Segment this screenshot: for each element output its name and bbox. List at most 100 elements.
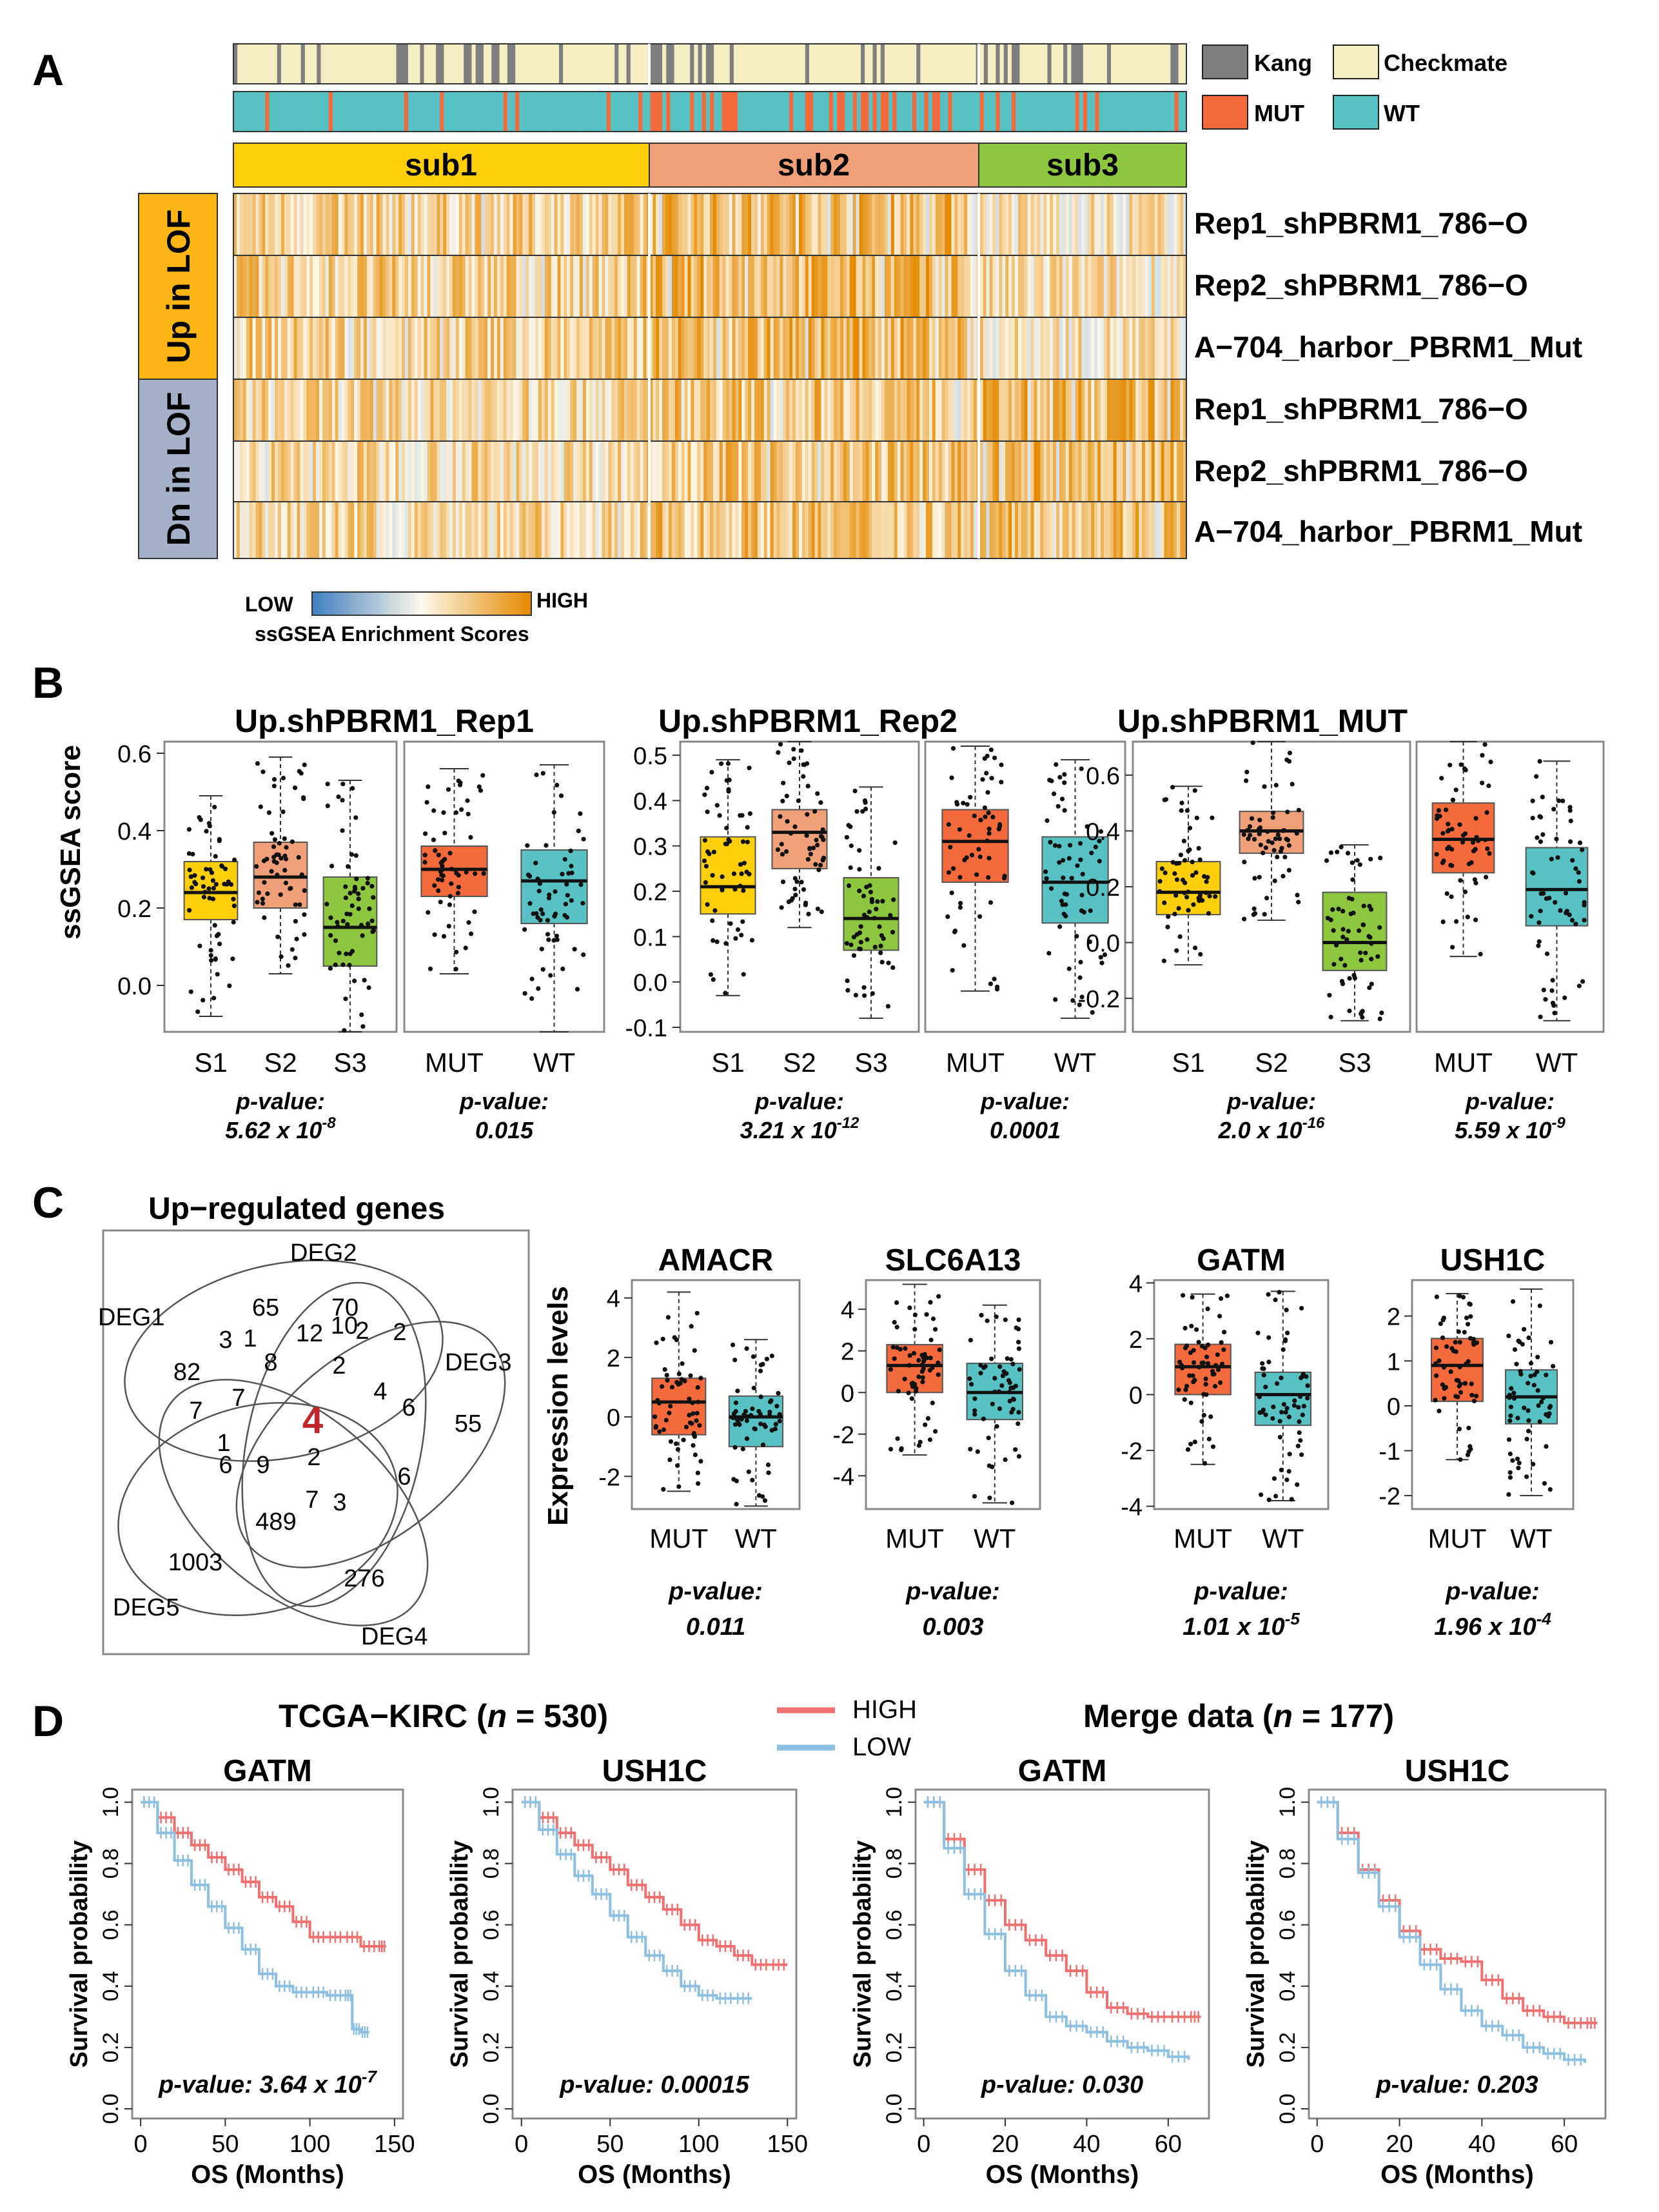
heatmap-cell bbox=[697, 317, 701, 379]
heatmap-cell bbox=[602, 502, 605, 558]
y-tick-label: 0.2 bbox=[479, 2032, 504, 2062]
heatmap-cell bbox=[776, 441, 780, 502]
mutation-cell bbox=[964, 92, 968, 132]
heatmap-cell bbox=[1081, 441, 1085, 502]
box-data-point bbox=[1369, 941, 1374, 946]
heatmap-cell bbox=[535, 193, 539, 255]
heatmap-cell bbox=[1091, 193, 1095, 255]
box-data-point bbox=[187, 908, 192, 913]
box-data-point bbox=[920, 1375, 925, 1380]
heatmap-cell bbox=[1097, 317, 1101, 379]
heatmap-cell bbox=[1078, 502, 1082, 558]
box-data-point bbox=[1454, 919, 1459, 924]
y-tick-label: 0 bbox=[1129, 1383, 1143, 1410]
heatmap-cell bbox=[745, 379, 749, 441]
box-data-point bbox=[480, 773, 486, 778]
heatmap-cell bbox=[1177, 193, 1181, 255]
heatmap-cell bbox=[348, 502, 351, 558]
mutation-cell bbox=[503, 92, 508, 132]
y-tick-label: 0.8 bbox=[99, 1848, 123, 1879]
heatmap-cell bbox=[567, 317, 571, 379]
box-iqr bbox=[420, 845, 488, 897]
box-data-point bbox=[1551, 1363, 1556, 1369]
box-data-point bbox=[266, 810, 271, 815]
box-data-point bbox=[694, 1410, 700, 1416]
heatmap-cell bbox=[580, 255, 584, 317]
box-data-point bbox=[282, 836, 287, 841]
heatmap-cell bbox=[1144, 317, 1149, 379]
heatmap-cell bbox=[360, 502, 364, 558]
heatmap-cell bbox=[379, 255, 384, 317]
heatmap-cell bbox=[484, 441, 488, 502]
mutation-cell bbox=[678, 92, 683, 132]
box-data-point bbox=[560, 871, 565, 876]
box-data-point bbox=[534, 772, 539, 778]
heatmap-cell bbox=[884, 193, 888, 255]
mutation-cell bbox=[471, 92, 476, 132]
box-data-point bbox=[796, 798, 801, 804]
heatmap-cell bbox=[894, 317, 898, 379]
box-data-point bbox=[655, 1397, 660, 1403]
box-data-point bbox=[907, 1353, 912, 1358]
heatmap-cell bbox=[760, 441, 765, 502]
cohort-cell bbox=[503, 44, 508, 84]
heatmap-cell bbox=[398, 502, 402, 558]
heatmap-cell bbox=[1005, 255, 1009, 317]
heatmap-cell bbox=[554, 255, 558, 317]
heatmap-cell bbox=[468, 441, 472, 502]
box-data-point bbox=[1271, 810, 1276, 815]
heatmap-cell bbox=[786, 379, 790, 441]
box-data-point bbox=[692, 1348, 697, 1353]
box-data-point bbox=[456, 885, 461, 890]
heatmap-cell bbox=[471, 317, 475, 379]
box-data-point bbox=[213, 882, 219, 887]
venn-count: 65 bbox=[252, 1294, 279, 1321]
box-data-point bbox=[275, 873, 280, 878]
heatmap-cell bbox=[935, 502, 939, 558]
heatmap-cell bbox=[674, 441, 679, 502]
heatmap-cell bbox=[837, 317, 841, 379]
heatmap-cell bbox=[411, 255, 415, 317]
heatmap-cell bbox=[1157, 255, 1162, 317]
heatmap-cell bbox=[668, 502, 672, 558]
box-data-point bbox=[779, 842, 784, 847]
heatmap-cell bbox=[402, 193, 406, 255]
heatmap-cell bbox=[862, 255, 866, 317]
heatmap-cell bbox=[605, 255, 609, 317]
heatmap-cell bbox=[338, 193, 342, 255]
box-data-point bbox=[751, 1354, 756, 1359]
heatmap-cell bbox=[544, 379, 549, 441]
mutation-cell bbox=[1126, 92, 1132, 132]
box-data-point bbox=[703, 880, 708, 885]
heatmap-cell bbox=[884, 255, 888, 317]
heatmap-cell bbox=[1030, 317, 1035, 379]
box-data-point bbox=[1183, 1387, 1188, 1392]
row-label-4: Rep1_shPBRM1_786−O bbox=[1194, 392, 1528, 426]
heatmap-cell bbox=[595, 317, 600, 379]
box-data-point bbox=[1188, 1350, 1193, 1356]
heatmap-cell bbox=[506, 193, 511, 255]
box-data-point bbox=[1366, 934, 1371, 939]
mutation-cell bbox=[1154, 92, 1159, 132]
box-data-point bbox=[912, 1327, 918, 1332]
heatmap-cell bbox=[834, 441, 838, 502]
heatmap-cell bbox=[862, 379, 866, 441]
mutation-cell bbox=[959, 92, 965, 132]
heatmap-cell bbox=[970, 502, 974, 558]
heatmap-cell bbox=[265, 193, 269, 255]
box-iqr bbox=[520, 849, 588, 924]
box-data-point bbox=[1271, 847, 1277, 853]
heatmap-cell bbox=[618, 441, 622, 502]
heatmap-cell bbox=[414, 441, 418, 502]
mutation-cell bbox=[650, 92, 655, 132]
box-data-point bbox=[872, 916, 877, 921]
mutation-cell bbox=[602, 92, 607, 132]
pvalue-label: p-value: bbox=[980, 1088, 1070, 1114]
heatmap-cell bbox=[732, 193, 736, 255]
heatmap-cell bbox=[659, 502, 663, 558]
heatmap-cell bbox=[928, 193, 933, 255]
mutation-cell bbox=[261, 92, 266, 132]
heatmap-cell bbox=[519, 317, 523, 379]
heatmap-cell bbox=[255, 255, 259, 317]
box-data-point bbox=[209, 958, 214, 963]
